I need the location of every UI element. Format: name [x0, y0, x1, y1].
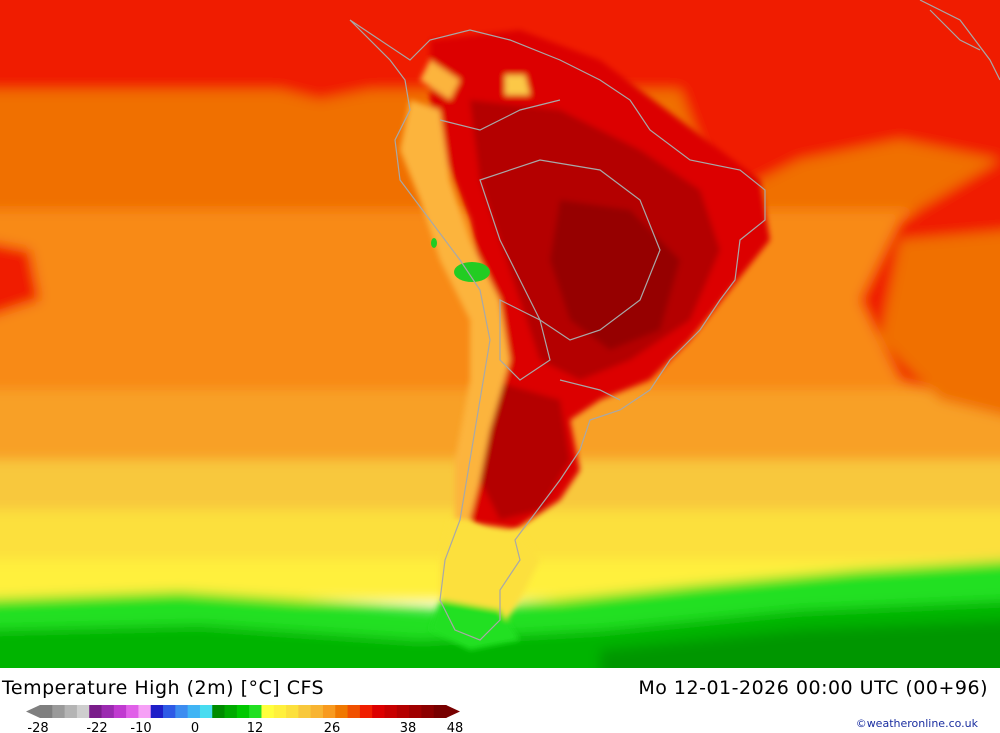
legend-swatch: [76, 705, 90, 718]
legend-swatch: [126, 705, 139, 718]
legend-swatch: [89, 705, 103, 718]
legend-swatch: [64, 705, 78, 718]
legend-swatch: [138, 705, 152, 718]
legend-swatch: [396, 705, 410, 718]
legend-tick-labels: -28 -22 -10 0 12 26 38 48: [27, 721, 463, 733]
legend-swatch: [310, 705, 324, 718]
legend-swatch: [409, 705, 422, 718]
color-legend: -28 -22 -10 0 12 26 38 48: [26, 705, 463, 733]
legend-swatch: [224, 705, 238, 718]
legend-swatch: [212, 705, 226, 718]
cool-spot: [431, 238, 437, 248]
legend-swatch: [359, 705, 373, 718]
legend-tick-label: 0: [191, 721, 199, 733]
legend-swatch: [433, 705, 447, 718]
legend-tick-label: 26: [324, 721, 341, 733]
forecast-timestamp: Mo 12-01-2026 00:00 UTC (00+96): [638, 677, 988, 699]
legend-tick-label: -28: [27, 721, 48, 733]
legend-swatch: [163, 705, 176, 718]
legend-tick-label: -22: [86, 721, 107, 733]
credit-link[interactable]: ©weatheronline.co.uk: [855, 717, 978, 730]
legend-swatch: [372, 705, 385, 718]
altiplano-cool-spot: [454, 262, 490, 282]
legend-swatch: [322, 705, 336, 718]
legend-swatch: [249, 705, 262, 718]
legend-arrow-low: [26, 705, 40, 718]
legend-tick-label: 48: [447, 721, 464, 733]
patagonia: [430, 520, 540, 650]
temperature-map: [0, 0, 1000, 668]
legend-swatch: [298, 705, 312, 718]
legend-swatch: [187, 705, 201, 718]
legend-swatch: [236, 705, 250, 718]
legend-tick-label: -10: [130, 721, 151, 733]
map-title: Temperature High (2m) [°C] CFS: [2, 677, 325, 699]
legend-swatch: [347, 705, 361, 718]
legend-swatch: [261, 705, 275, 718]
legend-swatch: [286, 705, 299, 718]
legend-swatch: [273, 705, 287, 718]
legend-swatch: [52, 705, 66, 718]
legend-swatch: [175, 705, 189, 718]
legend-arrow-high: [446, 705, 460, 718]
legend-swatch: [40, 705, 53, 718]
legend-swatch: [101, 705, 115, 718]
legend-tick-label: 38: [400, 721, 417, 733]
legend-swatches: [26, 705, 460, 718]
legend-swatch: [150, 705, 164, 718]
south-america-heat: [400, 30, 770, 540]
legend-swatch: [113, 705, 127, 718]
legend-swatch: [421, 705, 435, 718]
coastlines: [349, 0, 1000, 641]
legend-swatch: [199, 705, 213, 718]
legend-swatch: [384, 705, 398, 718]
legend-tick-label: 12: [247, 721, 264, 733]
legend-swatch: [335, 705, 349, 718]
